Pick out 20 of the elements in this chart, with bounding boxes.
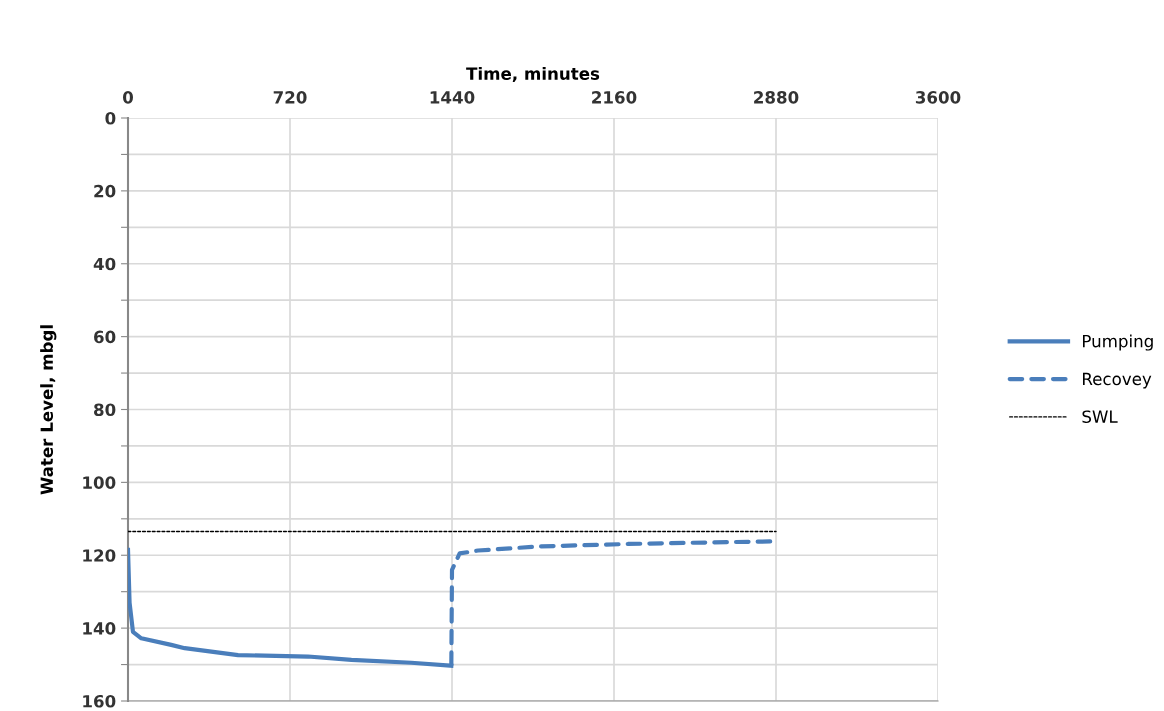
y-axis-title: Water Level, mbgl (40, 325, 57, 495)
x-tick-label: 2160 (592, 91, 637, 104)
x-tick-label: 3600 (915, 91, 961, 104)
y-tick-label: 80 (94, 403, 116, 417)
y-tick-label: 100 (83, 476, 116, 489)
legend-label: SWL (1082, 410, 1118, 423)
y-tick-label: 160 (83, 694, 116, 708)
y-tick-label: 20 (94, 184, 116, 198)
y-tick-label: 0 (105, 111, 116, 125)
x-tick-label: 2880 (754, 91, 799, 104)
x-tick-label: 0 (123, 91, 133, 104)
y-tick-label: 120 (83, 549, 116, 562)
legend-label: Recovey (1083, 372, 1152, 389)
x-tick-label: 720 (273, 91, 307, 104)
y-tick-label: 140 (83, 622, 116, 635)
y-tick-label: 40 (93, 257, 116, 271)
y-tick-label: 60 (94, 330, 116, 344)
legend-label: Pumping (1083, 334, 1153, 351)
x-tick-label: 1440 (430, 91, 475, 104)
x-axis-title: Time, minutes (466, 66, 600, 83)
